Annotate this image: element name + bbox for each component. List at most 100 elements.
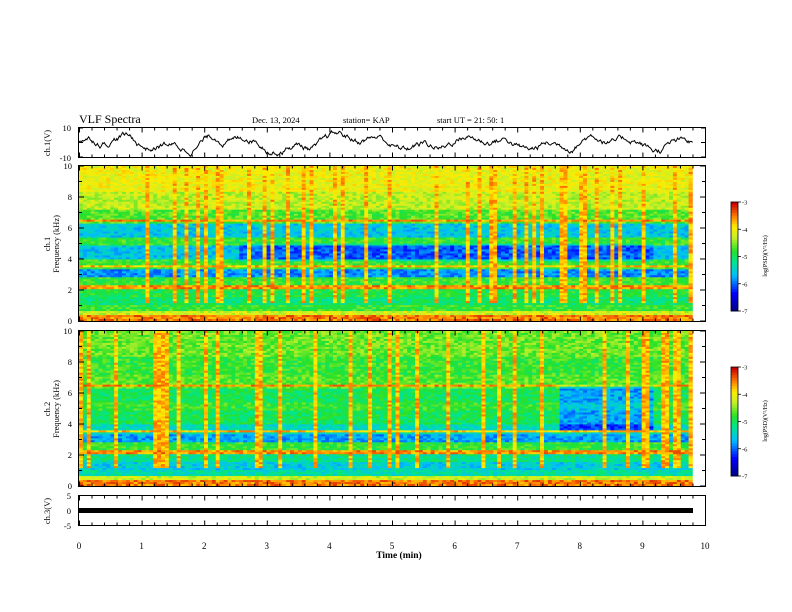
spectrogram-cell	[95, 208, 99, 210]
spectrogram-cell	[188, 192, 192, 194]
spectrogram-cell	[302, 309, 306, 311]
spectrogram-cell	[306, 299, 310, 301]
spectrogram-cell	[313, 200, 317, 202]
spectrogram-cell	[224, 170, 228, 172]
spectrogram-cell	[185, 224, 189, 226]
spectrogram-cell	[188, 186, 192, 188]
spectrogram-cell	[294, 297, 298, 299]
spectrogram-cell	[134, 249, 138, 251]
spectrogram-cell	[185, 240, 189, 242]
spectrogram-cell	[196, 190, 200, 192]
spectrogram-cell	[263, 172, 267, 174]
spectrogram-cell	[130, 295, 134, 297]
spectrogram-cell	[114, 293, 118, 295]
spectrogram-cell	[83, 285, 87, 287]
spectrogram-cell	[282, 188, 286, 190]
spectrogram-cell	[177, 186, 181, 188]
spectrogram-cell	[145, 180, 149, 182]
spectrogram-cell	[255, 230, 259, 232]
spectrogram-cell	[200, 289, 204, 291]
spectrogram-cell	[118, 309, 122, 311]
spectrogram-cell	[255, 287, 259, 289]
spectrogram-cell	[239, 269, 243, 271]
spectrogram-cell	[145, 259, 149, 261]
spectrogram-cell	[286, 303, 290, 305]
spectrogram-cell	[313, 220, 317, 222]
spectrogram-cell	[274, 285, 278, 287]
spectrogram-cell	[231, 222, 235, 224]
spectrogram-cell	[204, 202, 208, 204]
spectrogram-cell	[83, 309, 87, 311]
spectrogram-cell	[216, 166, 220, 168]
spectrogram-cell	[227, 285, 231, 287]
spectrogram-cell	[177, 269, 181, 271]
spectrogram-cell	[165, 245, 169, 247]
spectrogram-cell	[243, 170, 247, 172]
spectrogram-cell	[310, 255, 314, 257]
spectrogram-cell	[118, 247, 122, 249]
spectrogram-cell	[91, 259, 95, 261]
spectrogram-cell	[255, 240, 259, 242]
spectrogram-cell	[91, 240, 95, 242]
spectrogram-cell	[130, 245, 134, 247]
spectrogram-cell	[130, 279, 134, 281]
spectrogram-cell	[282, 289, 286, 291]
spectrogram-cell	[274, 170, 278, 172]
spectrogram-cell	[310, 301, 314, 303]
spectrogram-cell	[130, 315, 134, 317]
spectrogram-cell	[259, 232, 263, 234]
spectrogram-cell	[263, 232, 267, 234]
spectrogram-cell	[270, 218, 274, 220]
spectrogram-cell	[286, 188, 290, 190]
spectrogram-cell	[310, 216, 314, 218]
spectrogram-cell	[122, 277, 126, 279]
spectrogram-cell	[118, 297, 122, 299]
spectrogram-cell	[126, 301, 130, 303]
spectrogram-cell	[79, 283, 83, 285]
spectrogram-cell	[274, 222, 278, 224]
spectrogram-cell	[212, 275, 216, 277]
spectrogram-cell	[134, 192, 138, 194]
spectrogram-cell	[263, 285, 267, 287]
spectrogram-cell	[220, 249, 224, 251]
spectrogram-cell	[302, 172, 306, 174]
spectrogram-cell	[298, 267, 302, 269]
spectrogram-cell	[235, 244, 239, 246]
spectrogram-cell	[110, 311, 114, 313]
spectrogram-cell	[294, 222, 298, 224]
spectrogram-cell	[134, 214, 138, 216]
spectrogram-cell	[204, 230, 208, 232]
spectrogram-cell	[306, 170, 310, 172]
spectrogram-cell	[122, 198, 126, 200]
spectrogram-cell	[216, 303, 220, 305]
spectrogram-cell	[173, 261, 177, 263]
spectrogram-cell	[157, 249, 161, 251]
spectrogram-cell	[126, 283, 130, 285]
spectrogram-cell	[243, 317, 247, 319]
spectrogram-cell	[294, 198, 298, 200]
spectrogram-cell	[118, 222, 122, 224]
spectrogram-cell	[87, 202, 91, 204]
spectrogram-cell	[274, 230, 278, 232]
spectrogram-cell	[185, 176, 189, 178]
spectrogram-cell	[243, 303, 247, 305]
spectrogram-cell	[110, 309, 114, 311]
spectrogram-cell	[169, 283, 173, 285]
spectrogram-cell	[243, 210, 247, 212]
spectrogram-cell	[161, 291, 165, 293]
spectrogram-cell	[220, 224, 224, 226]
spectrogram-cell	[200, 222, 204, 224]
spectrogram-cell	[177, 172, 181, 174]
spectrogram-cell	[177, 208, 181, 210]
spectrogram-cell	[251, 238, 255, 240]
spectrogram-cell	[302, 257, 306, 259]
spectrogram-cell	[310, 291, 314, 293]
spectrogram-cell	[251, 253, 255, 255]
spectrogram-cell	[196, 255, 200, 257]
spectrogram-cell	[87, 244, 91, 246]
spectrogram-cell	[149, 295, 153, 297]
spectrogram-cell	[208, 269, 212, 271]
spectrogram-cell	[310, 287, 314, 289]
spectrogram-cell	[208, 281, 212, 283]
spectrogram-cell	[310, 194, 314, 196]
